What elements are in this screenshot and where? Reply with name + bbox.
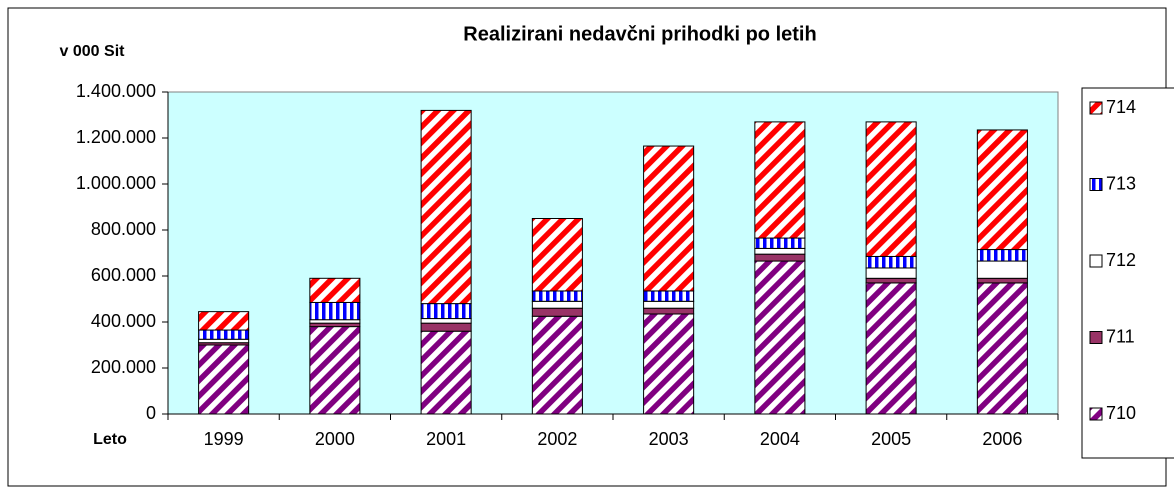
bar-segment xyxy=(976,260,1028,279)
bar-segment xyxy=(531,300,583,309)
bar-segment xyxy=(754,260,806,415)
legend-swatch xyxy=(1089,254,1103,268)
bar-segment xyxy=(976,249,1028,262)
bar-segment xyxy=(198,344,250,415)
bar-segment xyxy=(309,319,361,324)
legend-box xyxy=(1081,87,1174,459)
y-tick-label: 800.000 xyxy=(91,219,156,239)
x-tick-label: 2003 xyxy=(649,429,689,449)
legend-label: 714 xyxy=(1106,97,1136,117)
legend-label: 710 xyxy=(1106,403,1136,423)
x-tick-label: 2005 xyxy=(871,429,911,449)
bar-segment xyxy=(643,300,695,309)
legend-swatch xyxy=(1089,331,1103,344)
y-tick-label: 0 xyxy=(146,403,156,423)
bar-segment xyxy=(643,313,695,415)
y-axis-label: v 000 Sit xyxy=(60,43,126,60)
bar-segment xyxy=(865,282,917,415)
bar-segment xyxy=(754,121,806,239)
bar-segment xyxy=(643,290,695,302)
bar-segment xyxy=(531,315,583,415)
bar-segment xyxy=(865,255,917,269)
legend-swatch xyxy=(1089,178,1103,191)
bar-segment xyxy=(309,326,361,415)
bar-segment xyxy=(309,277,361,303)
bar-segment xyxy=(531,307,583,317)
x-tick-label: 2000 xyxy=(315,429,355,449)
bar-segment xyxy=(420,303,472,320)
x-axis-label: Leto xyxy=(93,431,127,448)
bar-segment xyxy=(643,145,695,292)
legend-label: 712 xyxy=(1106,250,1136,270)
y-tick-label: 200.000 xyxy=(91,357,156,377)
bar-segment xyxy=(976,282,1028,415)
legend-label: 713 xyxy=(1106,173,1136,193)
bar-segment xyxy=(420,318,472,324)
bar-segment xyxy=(531,218,583,292)
bar-segment xyxy=(531,290,583,302)
x-tick-label: 2004 xyxy=(760,429,800,449)
bar-segment xyxy=(865,121,917,257)
y-tick-label: 1.400.000 xyxy=(76,81,156,101)
bar-segment xyxy=(754,253,806,262)
plot-area xyxy=(167,91,1059,415)
y-tick-label: 400.000 xyxy=(91,311,156,331)
x-tick-label: 1999 xyxy=(204,429,244,449)
bar-segment xyxy=(865,267,917,279)
bar-segment xyxy=(976,129,1028,251)
bar-segment xyxy=(754,237,806,249)
x-tick-label: 2001 xyxy=(426,429,466,449)
bar-segment xyxy=(198,338,250,344)
bar-segment xyxy=(865,277,917,284)
bar-segment xyxy=(420,330,472,415)
y-tick-label: 1.000.000 xyxy=(76,173,156,193)
y-tick-label: 600.000 xyxy=(91,265,156,285)
x-tick-label: 2002 xyxy=(537,429,577,449)
bar-segment xyxy=(198,311,250,331)
bar-segment xyxy=(754,247,806,255)
x-tick-label: 2006 xyxy=(982,429,1022,449)
bar-segment xyxy=(976,277,1028,284)
bar-segment xyxy=(420,109,472,305)
legend-swatch xyxy=(1089,407,1103,421)
bar-segment xyxy=(643,307,695,315)
y-tick-label: 1.200.000 xyxy=(76,127,156,147)
bar-segment xyxy=(198,329,250,340)
bar-segment xyxy=(420,322,472,332)
legend-label: 711 xyxy=(1106,326,1135,346)
bar-segment xyxy=(309,322,361,328)
legend-swatch xyxy=(1089,101,1103,115)
chart-title: Realizirani nedavčni prihodki po letih xyxy=(463,23,816,45)
bar-segment xyxy=(309,301,361,321)
